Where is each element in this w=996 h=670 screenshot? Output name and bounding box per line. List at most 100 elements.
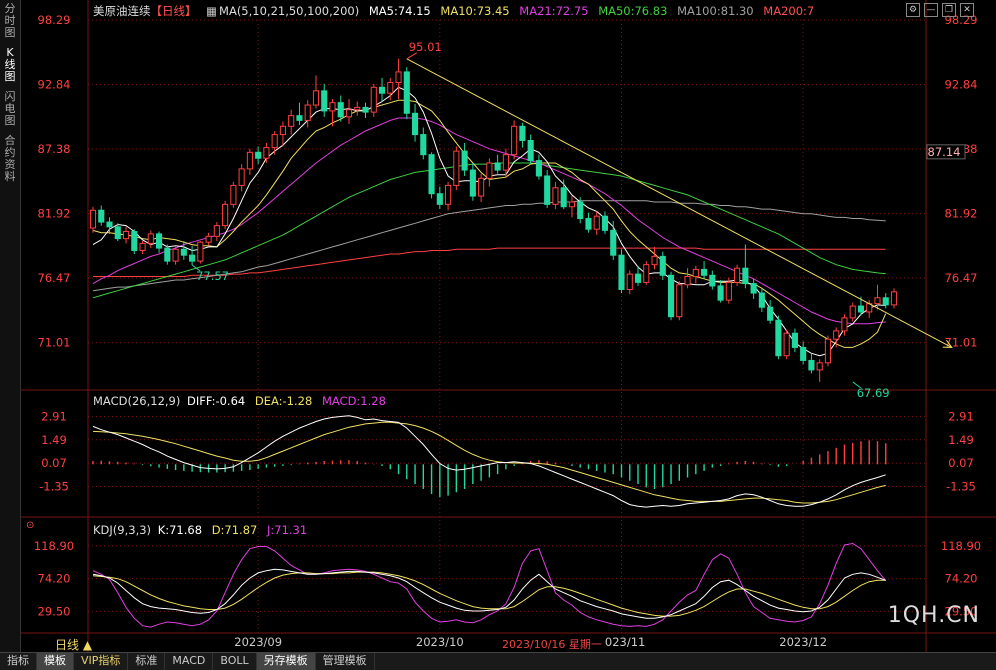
period-name: 【日线】 <box>150 4 197 18</box>
x-tick-label: 2023/11 <box>598 635 646 649</box>
candle-body <box>800 346 807 361</box>
candle-body <box>453 150 460 186</box>
minimize-icon[interactable]: — <box>924 3 938 17</box>
candle-body <box>725 281 732 301</box>
candle-body <box>882 297 889 306</box>
kdj-d-line <box>92 571 886 617</box>
candle-body <box>618 254 625 290</box>
candle-body <box>312 90 320 106</box>
nav-intraday[interactable]: 分时图 <box>4 2 16 39</box>
candle-body <box>527 139 534 162</box>
candle-body <box>337 102 344 118</box>
candle-body <box>659 255 666 276</box>
candle-body <box>734 267 741 283</box>
candle-body <box>709 274 716 287</box>
candle-body <box>775 319 782 357</box>
candle-body <box>321 90 328 112</box>
candle-body <box>436 193 443 205</box>
kline-chart[interactable]: 98.2998.2992.8492.8487.3887.3881.9281.92… <box>21 0 996 652</box>
candle-body <box>255 151 262 159</box>
candle-body <box>445 184 452 205</box>
candle-body <box>213 225 220 237</box>
candle-body <box>461 150 468 171</box>
candle-body <box>114 226 121 240</box>
nav-contract-info[interactable]: 合约资料 <box>4 134 16 183</box>
candle-body <box>601 215 609 231</box>
macd-diff-line <box>92 415 886 508</box>
kdj-title: KDJ(9,3,3) <box>93 523 152 537</box>
nav-flash[interactable]: 闪电图 <box>4 90 16 127</box>
ma-line-ma10 <box>92 99 887 348</box>
kdj-legend: KDJ(9,3,3) K:71.68 D:71.87 J:71.31 <box>93 523 313 537</box>
candle-body <box>874 297 881 305</box>
y-tick-label-right: 29.50 <box>945 604 978 618</box>
candle-body <box>684 275 691 286</box>
y-tick-label-left: 92.84 <box>38 77 71 91</box>
candle-body <box>742 267 749 285</box>
candle-body <box>420 134 427 156</box>
last-price-tag <box>926 144 966 160</box>
kdj-settings-icon[interactable]: ⊙ <box>26 520 35 531</box>
x-tick-label: 2023/10 <box>416 635 464 649</box>
y-tick-label-left: 98.29 <box>38 13 71 27</box>
period-indicator[interactable]: 日线 ▲ <box>55 638 93 652</box>
y-tick-label-right: 81.92 <box>945 207 978 221</box>
ma10-value: MA10:73.45 <box>440 4 510 18</box>
bottom-tab[interactable]: BOLL <box>213 653 257 670</box>
ma-params: MA(5,10,21,50,100,200) <box>219 4 360 18</box>
kdj-k-line <box>92 568 886 619</box>
candle-body <box>370 86 377 113</box>
ma-toggle-icon[interactable]: ▦ <box>206 4 218 18</box>
candle-body <box>651 255 658 266</box>
ma5-value: MA5:74.15 <box>368 4 431 18</box>
candle-body <box>824 338 831 364</box>
y-tick-label-right: 92.84 <box>945 77 978 91</box>
candle-body <box>808 359 815 371</box>
candle-body <box>122 231 130 240</box>
candle-body <box>610 229 617 256</box>
extreme-label: 95.01 <box>409 40 442 54</box>
nav-kline[interactable]: K线图 <box>4 46 16 83</box>
y-tick-label-right: 76.47 <box>945 271 978 285</box>
bottom-tab[interactable]: 标准 <box>128 653 166 670</box>
extreme-label: 77.57 <box>196 269 229 283</box>
close-icon[interactable]: ✕ <box>960 3 974 17</box>
y-tick-label-left: 81.92 <box>38 207 71 221</box>
bottom-tab[interactable]: 另存模板 <box>256 653 316 670</box>
candle-body <box>833 330 840 340</box>
bottom-tab[interactable]: 模板 <box>37 653 74 670</box>
settings-icon[interactable]: ⚙ <box>906 3 920 17</box>
candle-body <box>189 254 196 262</box>
ma21-value: MA21:72.75 <box>519 4 589 18</box>
candle-body <box>626 273 633 290</box>
window-controls: ⚙ — ❐ ✕ <box>906 3 974 17</box>
bottom-tab[interactable]: 管理模板 <box>316 653 375 670</box>
candle-body <box>106 221 113 228</box>
restore-icon[interactable]: ❐ <box>942 3 956 17</box>
candle-body <box>345 109 353 118</box>
candle-body <box>205 235 212 243</box>
candle-body <box>304 104 311 121</box>
y-tick-label-left: 74.20 <box>38 572 71 586</box>
left-view-switcher: 分时图 K线图 闪电图 合约资料 <box>0 0 21 652</box>
y-tick-label-left: 76.47 <box>38 271 71 285</box>
candle-body <box>544 175 551 205</box>
bottom-tab[interactable]: MACD <box>165 653 214 670</box>
y-tick-label-left: 2.91 <box>41 409 67 423</box>
candle-body <box>849 305 856 319</box>
candle-body <box>585 218 592 230</box>
bottom-tab[interactable]: 指标 <box>0 653 37 670</box>
y-tick-label-right: -1.35 <box>946 480 976 494</box>
candle-body <box>89 209 97 229</box>
candle-body <box>139 242 146 251</box>
y-tick-label-right: 118.90 <box>941 539 981 553</box>
candle-body <box>172 248 179 262</box>
candle-body <box>857 305 865 313</box>
last-price-label: 87.14 <box>928 145 961 159</box>
candle-body <box>841 317 848 332</box>
chart-area[interactable]: 98.2998.2992.8492.8487.3887.3881.9281.92… <box>21 0 996 652</box>
candle-body <box>717 285 724 301</box>
candle-body <box>362 106 369 113</box>
candle-body <box>783 332 790 357</box>
bottom-tab[interactable]: VIP指标 <box>74 653 129 670</box>
